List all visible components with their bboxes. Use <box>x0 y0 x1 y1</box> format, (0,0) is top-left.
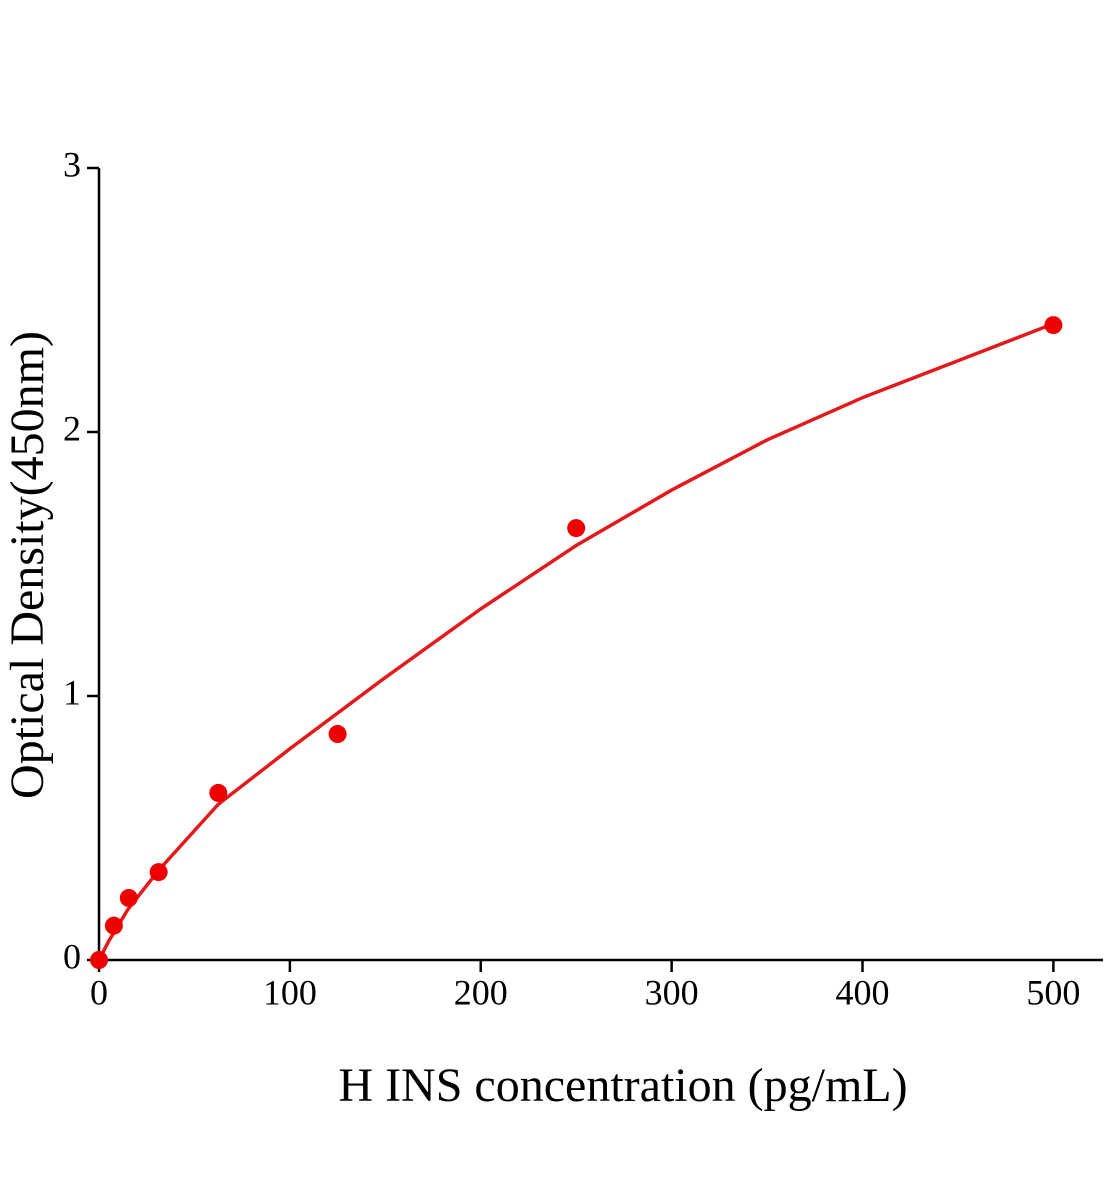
y-tick-label: 1 <box>63 672 81 712</box>
y-axis-title: Optical Density(450nm) <box>1 331 54 799</box>
x-axis-title: H INS concentration (pg/mL) <box>338 1059 907 1112</box>
y-tick-label: 0 <box>63 936 81 976</box>
data-point <box>104 916 123 935</box>
x-tick-label: 400 <box>835 972 889 1012</box>
data-point <box>90 951 108 969</box>
fit-curve <box>97 322 1055 961</box>
x-tick-label: 300 <box>645 972 699 1012</box>
y-tick-label: 3 <box>63 144 81 184</box>
x-tick-label: 200 <box>454 972 508 1012</box>
x-tick-label: 100 <box>263 972 317 1012</box>
data-point <box>567 519 586 538</box>
data-point <box>119 888 138 907</box>
x-tick-label: 500 <box>1026 972 1080 1012</box>
data-point <box>209 783 228 802</box>
x-tick-label: 0 <box>90 972 108 1012</box>
y-tick-label: 2 <box>63 408 81 448</box>
data-point <box>328 725 347 744</box>
data-point <box>1044 316 1063 335</box>
data-point <box>149 863 168 882</box>
